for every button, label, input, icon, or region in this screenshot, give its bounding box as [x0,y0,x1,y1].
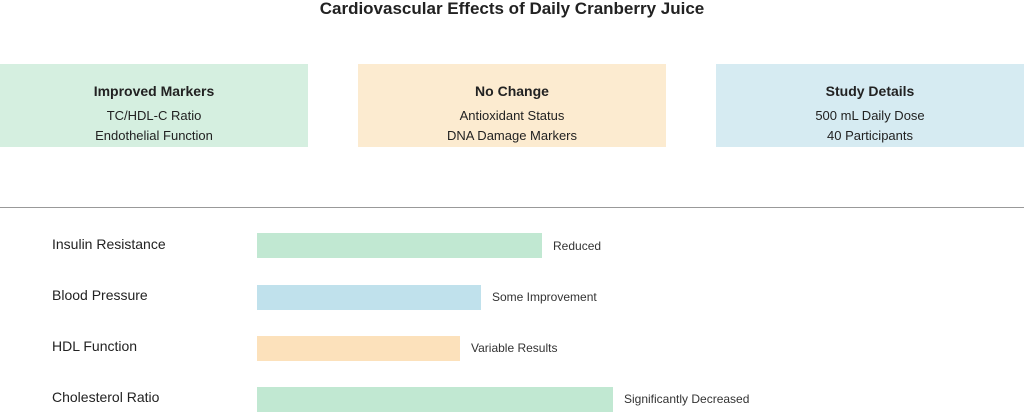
card-line: 500 mL Daily Dose [815,108,925,123]
card-title: Improved Markers [93,83,215,99]
effect-label: HDL Function [52,338,138,354]
card-line: TC/HDL-C Ratio [106,108,202,123]
card: Improved Markers TC/HDL-C Ratio Endothel… [0,64,308,147]
card-title: No Change [475,83,549,99]
effect-bar [257,285,481,310]
card-line: DNA Damage Markers [446,128,578,143]
divider [0,207,1024,208]
effect-result: Some Improvement [492,290,597,304]
card: Study Details 500 mL Daily Dose 40 Parti… [716,64,1024,147]
effect-bar [257,233,542,258]
effect-label: Cholesterol Ratio [52,389,160,405]
card-title: Study Details [825,83,915,99]
effect-label: Insulin Resistance [52,236,166,252]
effect-label: Blood Pressure [52,287,148,303]
effect-result: Significantly Decreased [624,392,750,406]
card-line: Endothelial Function [95,128,213,143]
title: Cardiovascular Effects of Daily Cranberr… [319,0,705,18]
card-line: Antioxidant Status [459,108,565,123]
card: No Change Antioxidant Status DNA Damage … [358,64,666,147]
effect-bar [257,336,460,361]
effect-bar [257,387,613,412]
effect-result: Reduced [553,239,602,253]
effect-result: Variable Results [471,341,558,355]
card-line: 40 Participants [827,128,913,143]
